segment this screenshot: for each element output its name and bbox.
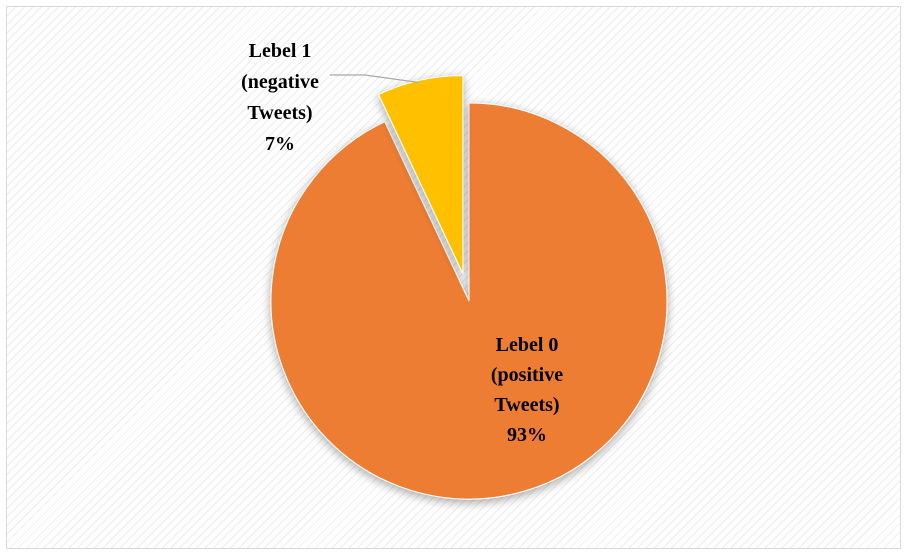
pie-slice-1	[377, 75, 464, 274]
pie-slice-0	[270, 102, 668, 500]
slice-label-0: Lebel 0 (positive Tweets) 93%	[491, 334, 563, 446]
slice-label-line: 7%	[265, 133, 295, 155]
leader-line-1	[330, 74, 419, 84]
pie-chart: Lebel 0 (positive Tweets) 93% Lebel 1 (negati…	[241, 40, 668, 500]
slice-label-line: (positive	[491, 364, 563, 386]
slice-label-line: Lebel 0	[496, 334, 559, 356]
slice-label-line: 93%	[507, 424, 547, 446]
slice-label-line: (negative	[241, 71, 319, 93]
leader-lines	[330, 74, 419, 84]
slice-labels: Lebel 0 (positive Tweets) 93% Lebel 1 (negati…	[241, 40, 563, 446]
slice-label-line: Tweets)	[247, 102, 312, 124]
chart-area: Lebel 0 (positive Tweets) 93% Lebel 1 (negati…	[6, 6, 901, 549]
slice-label-1: Lebel 1 (negative Tweets) 7%	[241, 40, 319, 155]
slice-label-line: Tweets)	[494, 394, 559, 416]
slice-label-line: Lebel 1	[249, 40, 312, 62]
pie-slices	[270, 75, 668, 500]
